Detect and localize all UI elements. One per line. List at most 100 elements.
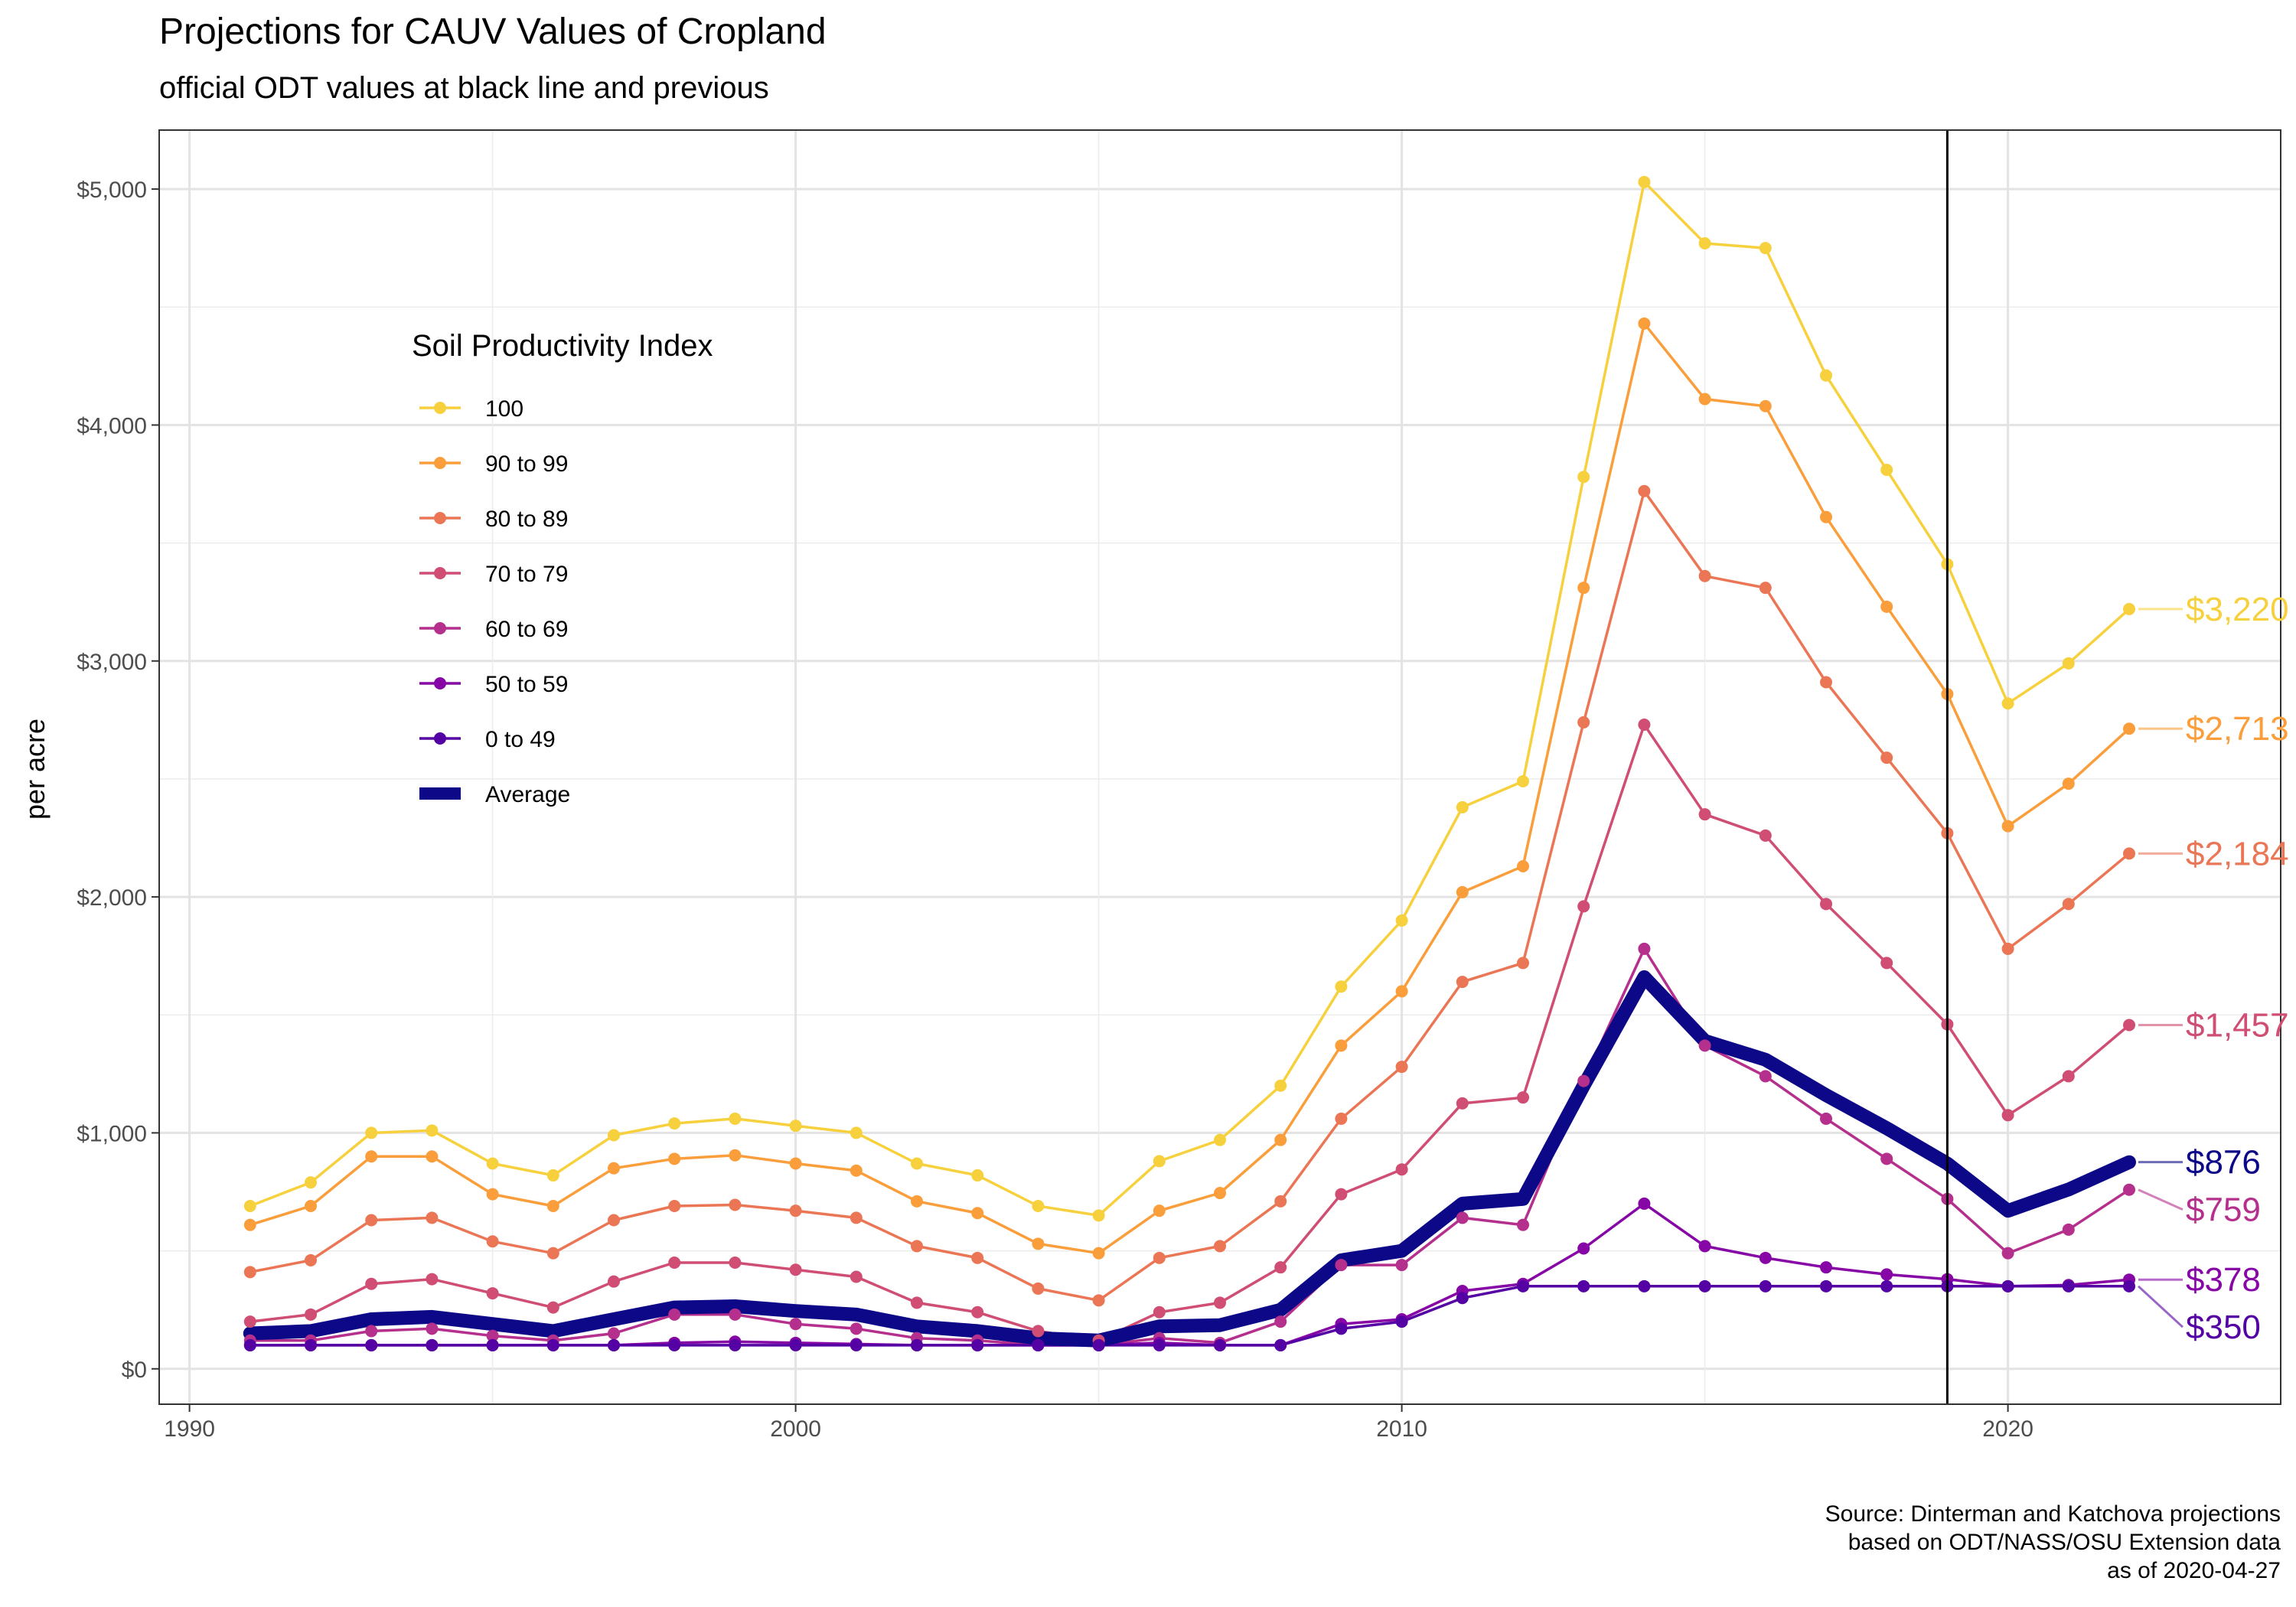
data-point-60-to-69 [365,1325,378,1338]
plot-border [158,129,2281,1405]
data-point-80-to-89 [2123,847,2135,860]
data-point-0-to-49 [1698,1279,1711,1292]
data-point-70-to-79 [1517,1091,1529,1104]
data-point-90-to-99 [1092,1247,1105,1260]
data-point-90-to-99 [2062,777,2075,790]
data-point-100 [1274,1079,1287,1092]
data-point-100 [789,1120,802,1133]
data-point-100 [1456,800,1469,813]
data-point-50-to-59 [1820,1261,1832,1274]
y-tick-label: $4,000 [77,413,147,438]
series-line-90-to-99 [249,322,2131,1255]
data-point-60-to-69 [1335,1259,1348,1272]
data-point-80-to-89 [1759,582,1772,595]
data-point-50-to-59 [1698,1240,1711,1253]
data-point-70-to-79 [1032,1325,1045,1338]
data-point-70-to-79 [729,1257,742,1269]
data-point-70-to-79 [1759,829,1772,842]
data-point-0-to-49 [789,1338,802,1351]
legend-label: 0 to 49 [485,727,556,752]
data-point-90-to-99 [365,1150,378,1163]
data-point-90-to-99 [1214,1187,1226,1200]
data-point-90-to-99 [2001,820,2014,833]
data-point-80-to-89 [971,1251,984,1264]
data-point-60-to-69 [729,1308,742,1321]
data-point-100 [911,1157,923,1170]
data-point-80-to-89 [243,1266,256,1279]
data-point-70-to-79 [365,1277,378,1290]
data-point-100 [1698,237,1711,249]
data-point-60-to-69 [850,1322,863,1335]
legend-label: 70 to 79 [485,562,568,587]
y-axis: $0 $1,000 $2,000 $3,000 $4,000 $5,000 [77,178,159,1383]
data-point-60-to-69 [1274,1315,1287,1328]
data-point-70-to-79 [1638,719,1651,731]
data-point-70-to-79 [668,1257,681,1269]
data-point-0-to-49 [608,1338,620,1351]
data-point-100 [1032,1200,1045,1212]
legend-key-point [434,402,446,414]
data-point-60-to-69 [1759,1070,1772,1083]
data-point-0-to-49 [1517,1279,1529,1292]
data-point-60-to-69 [2062,1223,2075,1236]
data-point-0-to-49 [1880,1279,1893,1292]
data-point-100 [365,1126,378,1139]
data-point-0-to-49 [850,1338,863,1351]
data-point-0-to-49 [1274,1338,1287,1351]
data-point-80-to-89 [729,1198,742,1211]
data-point-50-to-59 [1638,1197,1651,1210]
data-point-80-to-89 [850,1211,863,1224]
data-point-70-to-79 [911,1296,923,1309]
legend-key-point [434,457,446,469]
data-point-70-to-79 [971,1305,984,1319]
data-point-60-to-69 [1395,1259,1408,1272]
data-point-100 [546,1169,559,1182]
data-point-100 [1092,1209,1105,1222]
data-point-60-to-69 [1698,1039,1711,1052]
data-point-80-to-89 [426,1211,439,1224]
data-point-0-to-49 [911,1338,923,1351]
data-point-80-to-89 [1274,1195,1287,1208]
data-point-80-to-89 [789,1204,802,1217]
y-tick-label: $2,000 [77,885,147,911]
legend-key-point [434,512,446,524]
data-point-70-to-79 [1335,1188,1348,1201]
data-point-100 [1880,464,1893,476]
legend-items: 100 90 to 99 80 to 89 70 to 79 60 to 69 50 to… [419,396,570,807]
caption-line-1: Source: Dinterman and Katchova projectio… [1825,1501,2281,1527]
data-point-0-to-49 [1092,1338,1105,1351]
data-point-70-to-79 [243,1315,256,1328]
data-point-80-to-89 [1092,1294,1105,1307]
data-point-0-to-49 [243,1338,256,1351]
data-point-90-to-99 [971,1207,984,1220]
series-line-70-to-79 [249,723,2131,1342]
data-point-60-to-69 [1638,942,1651,955]
data-point-100 [1395,914,1408,927]
data-point-0-to-49 [1638,1279,1651,1292]
data-point-90-to-99 [850,1164,863,1177]
data-point-80-to-89 [1698,569,1711,582]
data-point-90-to-99 [1153,1204,1166,1217]
data-point-80-to-89 [911,1240,923,1253]
end-label-connector [2138,1188,2183,1211]
x-tick-label: 2010 [1376,1416,1427,1442]
end-label-70-to-79: $1,457 [2186,1007,2289,1045]
x-tick-label: 2020 [1982,1416,2033,1442]
data-point-90-to-99 [2123,722,2135,735]
data-point-90-to-99 [911,1195,923,1208]
data-point-100 [1517,775,1529,787]
data-point-100 [971,1169,984,1182]
data-point-90-to-99 [1638,317,1651,330]
data-point-80-to-89 [486,1235,499,1248]
data-point-80-to-89 [365,1214,378,1227]
data-point-90-to-99 [789,1157,802,1170]
data-point-100 [1577,471,1590,484]
data-point-80-to-89 [608,1214,620,1227]
end-label-50-to-59: $378 [2186,1261,2261,1299]
data-point-70-to-79 [1577,900,1590,913]
data-point-0-to-49 [729,1338,742,1351]
data-point-100 [1153,1155,1166,1168]
end-label-80-to-89: $2,184 [2186,835,2289,872]
data-point-90-to-99 [729,1149,742,1162]
data-point-90-to-99 [1698,393,1711,406]
